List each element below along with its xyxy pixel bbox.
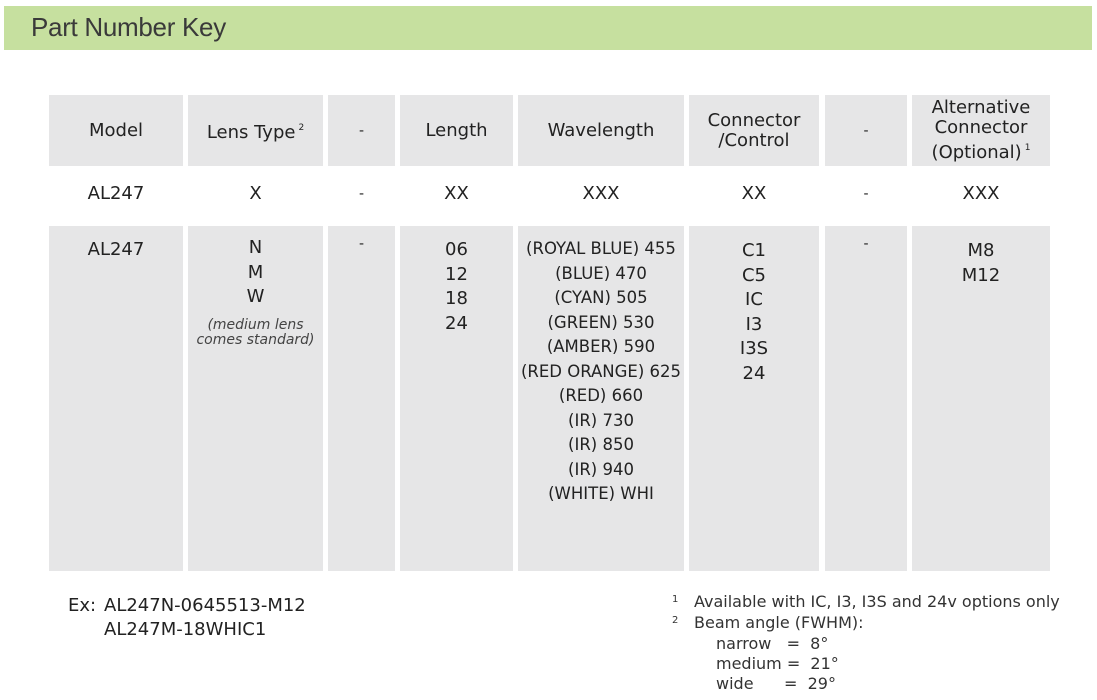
length-option: 06 (445, 239, 468, 260)
options-wavelength: (ROYAL BLUE) 455 (BLUE) 470 (CYAN) 505 (… (518, 226, 684, 571)
example-value: AL247M-18WHIC1 (104, 619, 267, 640)
alt-option: M8 (967, 240, 995, 261)
options-connector: C1 C5 IC I3 I3S 24 (689, 226, 819, 571)
pattern-length: XX (400, 173, 513, 217)
header-alt-connector: Alternative Connector (Optional) 1 (912, 95, 1050, 166)
alt-option: M12 (961, 264, 1001, 286)
footnote-number: 1 (672, 594, 679, 605)
footnote-ref: 1 (1024, 143, 1031, 153)
footnote-number: 2 (672, 615, 679, 626)
options-dash: - (825, 226, 907, 571)
wavelength-option: (RED) 660 (558, 386, 644, 405)
header-label: Lens Type (206, 122, 296, 143)
connector-option: IC (745, 289, 763, 310)
options-dash: - (328, 226, 395, 571)
beam-angle: narrow = 8° (716, 634, 829, 653)
lens-option: M (247, 261, 264, 283)
header-connector: Connector/Control (689, 95, 819, 166)
header-line-text: (Optional) (931, 142, 1022, 163)
length-option: 12 (445, 263, 468, 285)
wavelength-option: (WHITE) WHI (548, 484, 654, 503)
wavelength-option: (ROYAL BLUE) 455 (526, 239, 676, 258)
example-value: AL247N-0645513-M12 (104, 595, 306, 616)
header-line: Connector (707, 109, 801, 131)
wavelength-option: (BLUE) 470 (555, 263, 647, 283)
pattern-lens: X (188, 173, 323, 217)
options-model: AL247 (49, 226, 183, 571)
example-label: Ex: (68, 595, 97, 616)
header-line: /Control (718, 129, 790, 151)
header-dash: - (825, 95, 907, 166)
note-line: (medium lens (207, 316, 304, 333)
pattern-wavelength: XXX (518, 173, 684, 217)
pattern-model: AL247 (49, 173, 183, 217)
options-length: 06 12 18 24 (400, 226, 513, 571)
pattern-dash: - (328, 173, 395, 217)
beam-angle: wide = 29° (716, 674, 836, 693)
beam-angle: medium = 21° (716, 654, 839, 673)
header-dash: - (328, 95, 395, 166)
pattern-alt: XXX (912, 173, 1050, 217)
connector-option: I3S (739, 338, 769, 359)
wavelength-option: (AMBER) 590 (546, 337, 656, 356)
footnote-ref: 2 (298, 123, 305, 133)
options-lens: N M W (medium lens comes standard) (188, 226, 323, 571)
lens-option: W (246, 286, 265, 307)
lens-note: (medium lens comes standard) (188, 316, 323, 348)
footnote-text: Available with IC, I3, I3S and 24v optio… (694, 592, 1060, 611)
wavelength-option: (IR) 940 (568, 459, 634, 479)
header-line: (Optional) 1 (932, 138, 1031, 163)
header-length: Length (400, 95, 513, 166)
page-title: Part Number Key (31, 12, 226, 42)
wavelength-option: (IR) 730 (568, 410, 634, 430)
header-wavelength: Wavelength (518, 95, 684, 166)
pattern-connector: XX (689, 173, 819, 217)
connector-option: C5 (741, 264, 767, 286)
connector-option: C1 (741, 240, 767, 261)
header-line: Connector (934, 117, 1028, 138)
header-line: Alternative (931, 97, 1031, 118)
wavelength-option: (RED ORANGE) 625 (520, 361, 682, 381)
wavelength-option: (CYAN) 505 (554, 288, 648, 307)
wavelength-option: (GREEN) 530 (547, 312, 655, 332)
wavelength-option: (IR) 850 (568, 435, 634, 454)
title-banner: Part Number Key (4, 6, 1092, 50)
note-line: comes standard) (196, 331, 315, 348)
length-option: 18 (445, 288, 468, 309)
connector-option: 24 (742, 362, 766, 384)
options-alt: M8 M12 (912, 226, 1050, 571)
pattern-dash: - (825, 173, 907, 217)
lens-option: N (248, 237, 263, 258)
length-option: 24 (445, 312, 468, 334)
header-model: Model (49, 95, 183, 166)
connector-option: I3 (745, 313, 763, 335)
footnote-text: Beam angle (FWHM): (694, 613, 864, 632)
header-lens-type: Lens Type 2 (188, 95, 323, 166)
